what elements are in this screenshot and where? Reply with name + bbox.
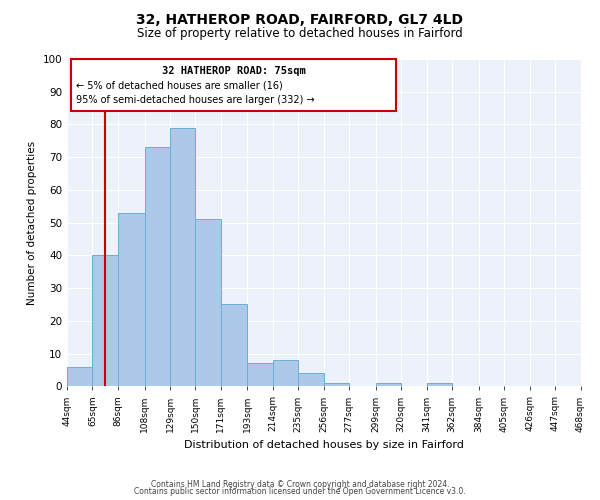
Text: ← 5% of detached houses are smaller (16): ← 5% of detached houses are smaller (16) — [76, 80, 282, 90]
Bar — [145, 148, 170, 386]
Bar — [298, 373, 324, 386]
Bar — [376, 383, 401, 386]
Text: Contains public sector information licensed under the Open Government Licence v3: Contains public sector information licen… — [134, 488, 466, 496]
X-axis label: Distribution of detached houses by size in Fairford: Distribution of detached houses by size … — [184, 440, 464, 450]
Text: 95% of semi-detached houses are larger (332) →: 95% of semi-detached houses are larger (… — [76, 95, 314, 105]
Text: Contains HM Land Registry data © Crown copyright and database right 2024.: Contains HM Land Registry data © Crown c… — [151, 480, 449, 489]
Y-axis label: Number of detached properties: Number of detached properties — [27, 140, 37, 304]
Bar — [170, 128, 196, 386]
Bar — [71, 59, 397, 112]
Bar — [118, 213, 145, 386]
Text: 32 HATHEROP ROAD: 75sqm: 32 HATHEROP ROAD: 75sqm — [161, 66, 305, 76]
Bar — [273, 360, 298, 386]
Text: Size of property relative to detached houses in Fairford: Size of property relative to detached ho… — [137, 28, 463, 40]
Bar — [221, 304, 247, 386]
Bar — [324, 383, 349, 386]
Bar — [196, 220, 221, 386]
Bar — [427, 383, 452, 386]
Bar — [67, 366, 92, 386]
Text: 32, HATHEROP ROAD, FAIRFORD, GL7 4LD: 32, HATHEROP ROAD, FAIRFORD, GL7 4LD — [137, 12, 464, 26]
Bar — [247, 364, 273, 386]
Bar — [92, 256, 118, 386]
